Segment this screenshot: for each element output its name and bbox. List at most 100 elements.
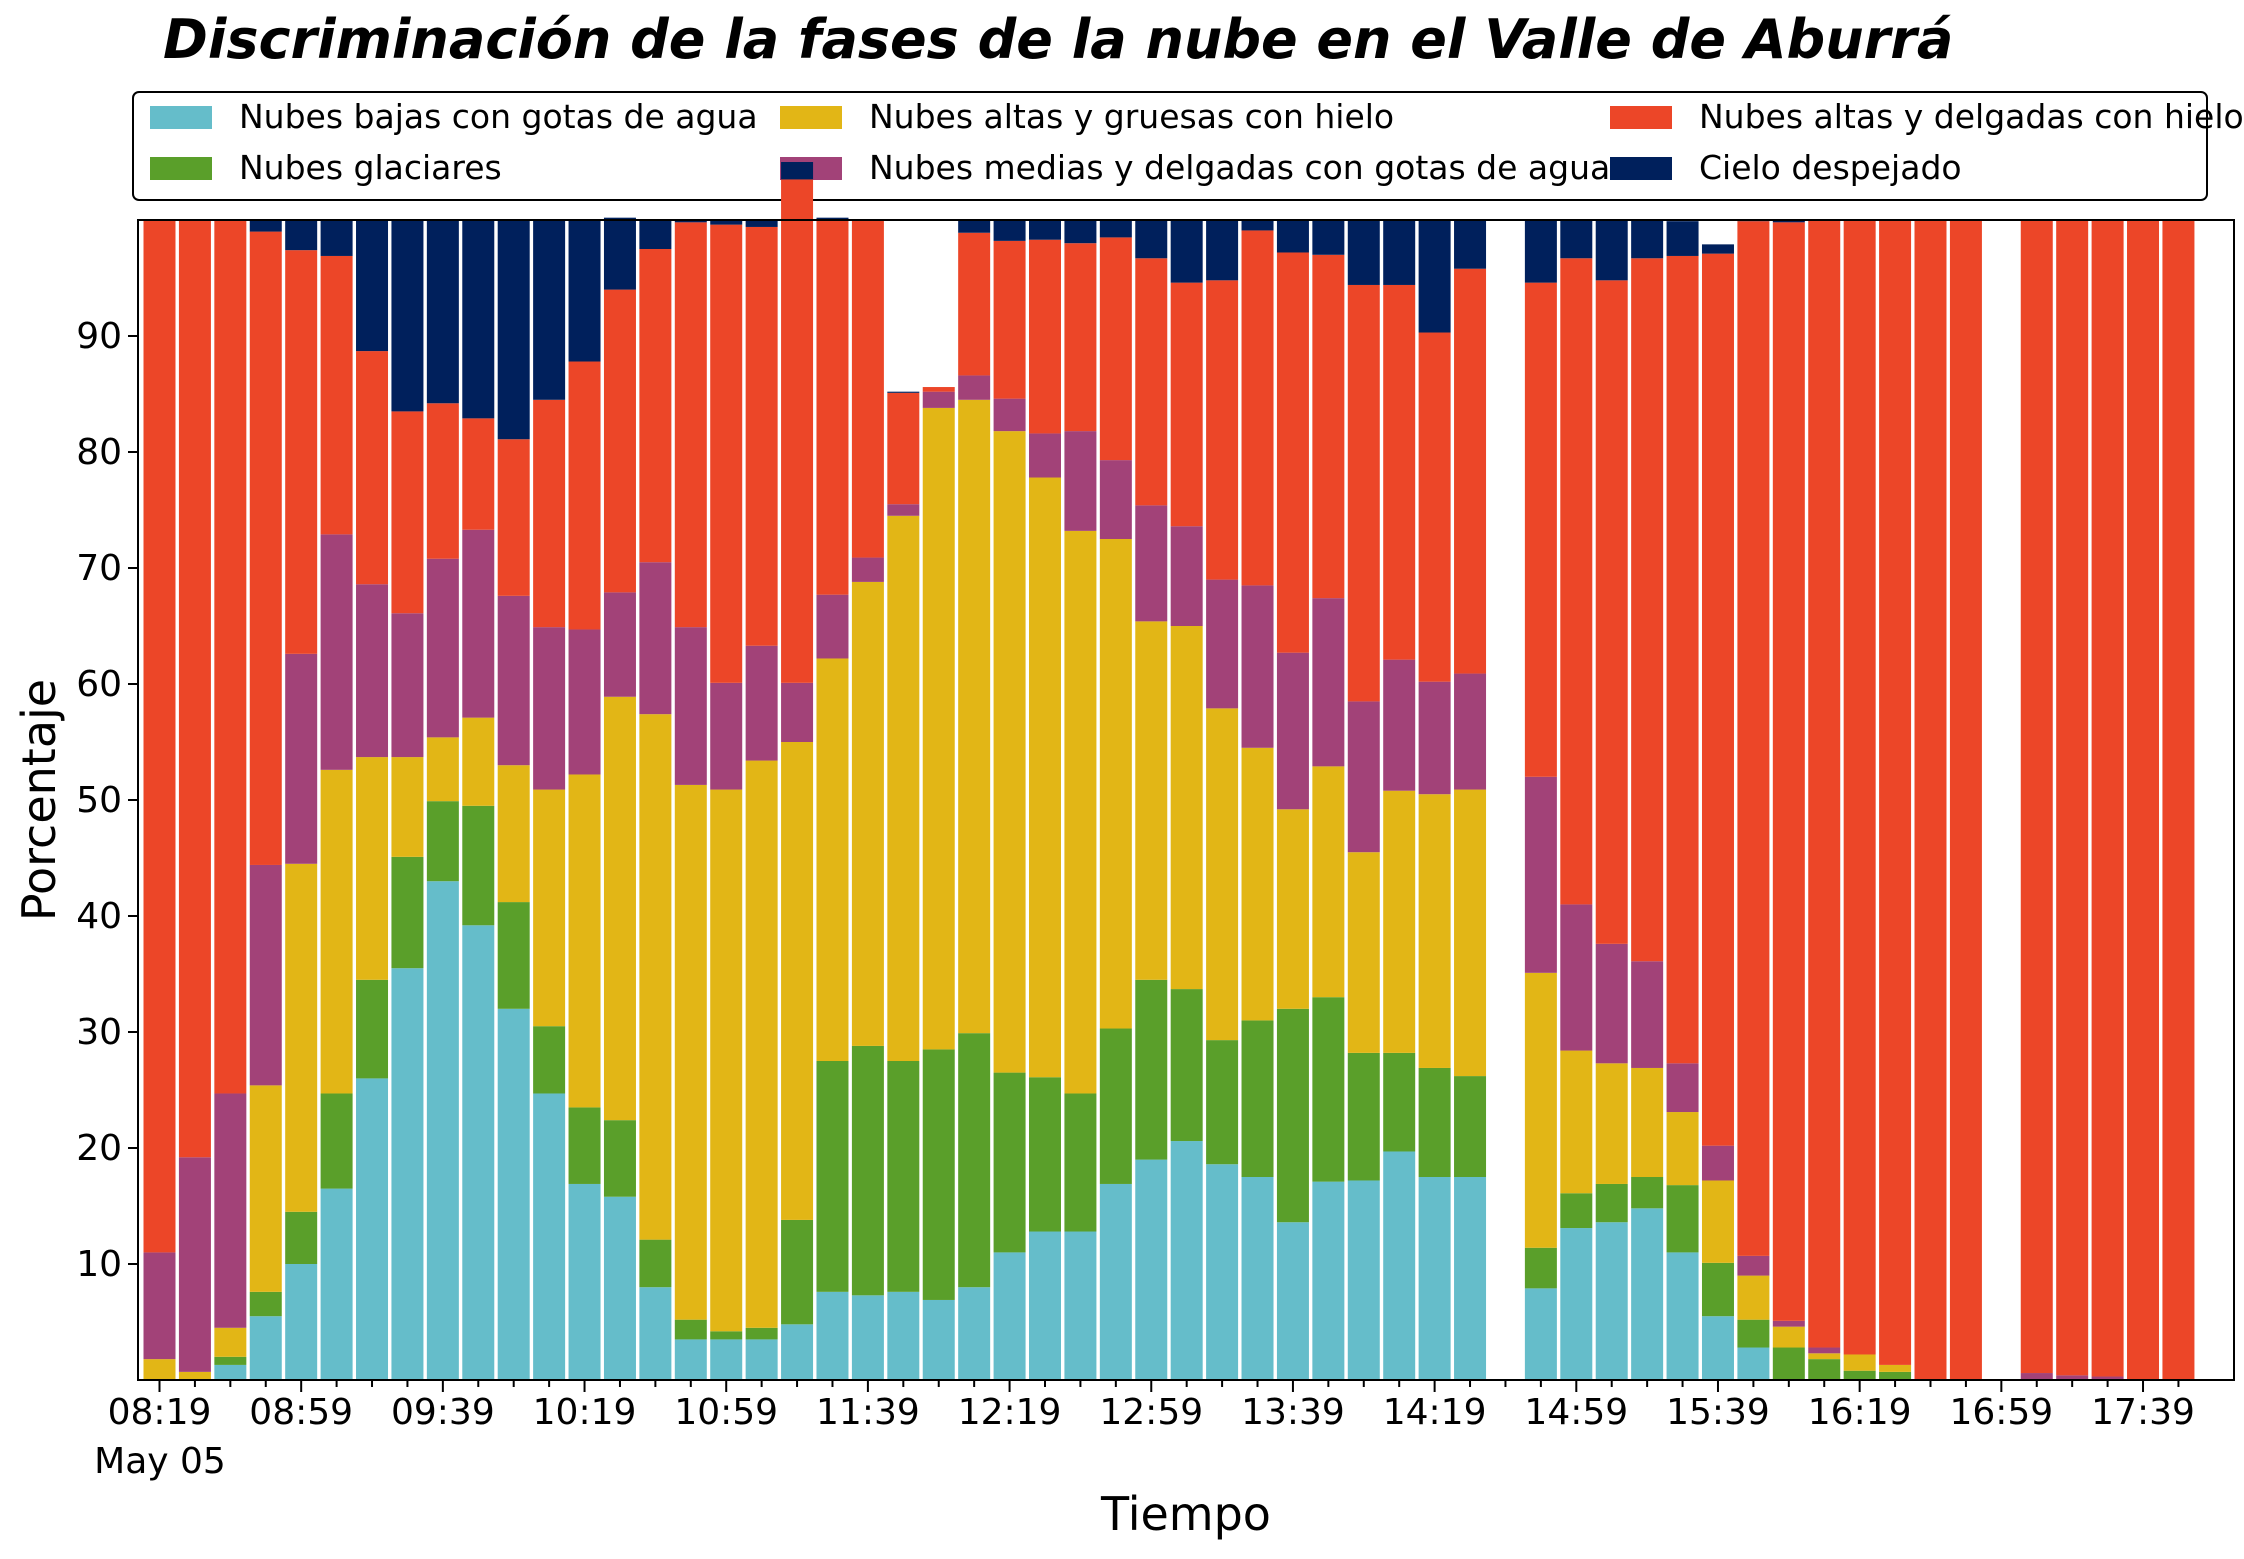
bar-segment-s1-10 bbox=[497, 902, 530, 1009]
y-tick-label-70: 70 bbox=[76, 548, 122, 589]
bar-segment-s1-35 bbox=[1383, 1052, 1416, 1152]
bars bbox=[143, 162, 2195, 1380]
bar-segment-s1-45 bbox=[1737, 1319, 1770, 1348]
bar-segment-s2-8 bbox=[426, 737, 459, 802]
bar-segment-s1-11 bbox=[533, 1026, 566, 1094]
bar-segment-s0-15 bbox=[674, 1339, 707, 1380]
bar-segment-s4-29 bbox=[1170, 282, 1203, 527]
bar-segment-s1-8 bbox=[426, 801, 459, 882]
bar-segment-s1-13 bbox=[603, 1120, 636, 1197]
bar-segment-s4-2 bbox=[214, 220, 247, 1094]
bar-segment-s4-28 bbox=[1135, 258, 1168, 506]
bar-segment-s1-36 bbox=[1418, 1067, 1451, 1177]
legend-label-4: Nubes altas y delgadas con hielo bbox=[1699, 97, 2244, 136]
bar-segment-s0-2 bbox=[214, 1364, 247, 1380]
bar-segment-s4-8 bbox=[426, 403, 459, 559]
bar-segment-s4-40 bbox=[1560, 258, 1593, 905]
bar-segment-s3-39 bbox=[1524, 776, 1557, 973]
bar-segment-s3-29 bbox=[1170, 526, 1203, 626]
bar-segment-s4-31 bbox=[1241, 230, 1274, 586]
bar-segment-s4-21 bbox=[887, 392, 920, 505]
bar-segment-s0-22 bbox=[922, 1299, 955, 1380]
legend-swatch-1 bbox=[150, 157, 212, 180]
bar-segment-s5-21 bbox=[887, 391, 920, 393]
bar-segment-s4-45 bbox=[1737, 221, 1770, 1256]
bar-segment-s1-43 bbox=[1666, 1185, 1699, 1253]
bar-segment-s3-17 bbox=[745, 645, 778, 761]
bar-segment-s2-2 bbox=[214, 1327, 247, 1357]
bar-segment-s4-20 bbox=[851, 220, 884, 558]
bar-segment-s0-30 bbox=[1206, 1164, 1239, 1380]
bar-segment-s2-18 bbox=[781, 742, 814, 1220]
bar-segment-s2-23 bbox=[958, 399, 991, 1034]
bar-segment-s5-3 bbox=[249, 220, 282, 232]
bar-segment-s4-43 bbox=[1666, 255, 1699, 1064]
bar-segment-s3-14 bbox=[639, 562, 672, 715]
bar-segment-s0-13 bbox=[603, 1196, 636, 1380]
x-date-label: May 05 bbox=[94, 1441, 226, 1482]
bar-segment-s4-36 bbox=[1418, 332, 1451, 682]
y-tick-label-60: 60 bbox=[76, 664, 122, 705]
bar-segment-s0-8 bbox=[426, 881, 459, 1380]
bar-segment-s0-26 bbox=[1064, 1231, 1097, 1380]
bar-segment-s4-24 bbox=[993, 240, 1026, 399]
bar-segment-s3-23 bbox=[958, 375, 991, 400]
bar-segment-s5-41 bbox=[1595, 220, 1628, 281]
bar-segment-s0-12 bbox=[568, 1183, 601, 1380]
y-tick-label-40: 40 bbox=[76, 896, 122, 937]
bar-segment-s3-19 bbox=[816, 594, 849, 659]
legend-label-2: Nubes altas y gruesas con hielo bbox=[869, 97, 1394, 136]
bar-segment-s3-8 bbox=[426, 558, 459, 738]
bar-segment-s2-26 bbox=[1064, 530, 1097, 1094]
bar-segment-s4-44 bbox=[1701, 253, 1734, 1146]
bar-segment-s3-34 bbox=[1347, 701, 1380, 853]
bar-segment-s4-34 bbox=[1347, 284, 1380, 702]
x-tick-label-6: 12:19 bbox=[958, 1392, 1062, 1433]
bar-segment-s4-0 bbox=[143, 220, 176, 1253]
bar-segment-s5-27 bbox=[1099, 220, 1132, 238]
bar-segment-s3-20 bbox=[851, 557, 884, 582]
bar-segment-s4-30 bbox=[1206, 280, 1239, 580]
bar-segment-s5-34 bbox=[1347, 220, 1380, 285]
x-axis-title: Tiempo bbox=[1100, 1487, 1271, 1541]
bar-segment-s3-10 bbox=[497, 595, 530, 766]
bar-segment-s4-32 bbox=[1276, 252, 1309, 653]
bar-segment-s3-7 bbox=[391, 613, 424, 758]
bar-segment-s0-44 bbox=[1701, 1316, 1734, 1380]
legend-swatch-4 bbox=[1610, 106, 1672, 129]
bar-segment-s2-27 bbox=[1099, 539, 1132, 1029]
bar-segment-s3-22 bbox=[922, 391, 955, 408]
bar-segment-s3-0 bbox=[143, 1252, 176, 1360]
legend-swatch-5 bbox=[1610, 157, 1672, 180]
bar-segment-s5-8 bbox=[426, 220, 459, 404]
x-tick-label-13: 16:59 bbox=[1949, 1392, 2053, 1433]
bar-segment-s0-10 bbox=[497, 1008, 530, 1380]
bar-segment-s2-7 bbox=[391, 757, 424, 857]
bar-segment-s3-47 bbox=[1808, 1347, 1841, 1354]
bar-segment-s3-12 bbox=[568, 629, 601, 775]
bar-segment-s3-9 bbox=[462, 529, 495, 718]
y-tick-label-20: 20 bbox=[76, 1128, 122, 1169]
bar-segment-s3-26 bbox=[1064, 431, 1097, 531]
bar-segment-s1-9 bbox=[462, 805, 495, 926]
bar-segment-s1-37 bbox=[1454, 1076, 1487, 1177]
bar-segment-s3-54 bbox=[2056, 1375, 2089, 1380]
bar-segment-s2-9 bbox=[462, 717, 495, 806]
bar-segment-s2-32 bbox=[1276, 809, 1309, 1009]
x-tick-label-3: 10:19 bbox=[533, 1392, 637, 1433]
bar-segment-s2-4 bbox=[285, 863, 318, 1212]
bar-segment-s1-25 bbox=[1029, 1077, 1061, 1232]
bar-segment-s4-18 bbox=[781, 179, 814, 683]
bar-segment-s0-3 bbox=[249, 1316, 282, 1380]
bar-segment-s5-12 bbox=[568, 220, 601, 362]
legend-swatch-2 bbox=[780, 106, 842, 129]
bar-segment-s3-3 bbox=[249, 864, 282, 1086]
bar-segment-s2-5 bbox=[320, 769, 353, 1094]
bar-segment-s2-49 bbox=[1879, 1364, 1912, 1372]
bar-segment-s4-11 bbox=[533, 399, 566, 628]
bar-segment-s5-25 bbox=[1029, 220, 1061, 240]
legend: Nubes bajas con gotas de agua Nubes glaci… bbox=[132, 91, 2244, 201]
legend-label-1: Nubes glaciares bbox=[239, 148, 502, 187]
bar-segment-s5-10 bbox=[497, 220, 530, 440]
bar-segment-s1-39 bbox=[1524, 1247, 1557, 1289]
